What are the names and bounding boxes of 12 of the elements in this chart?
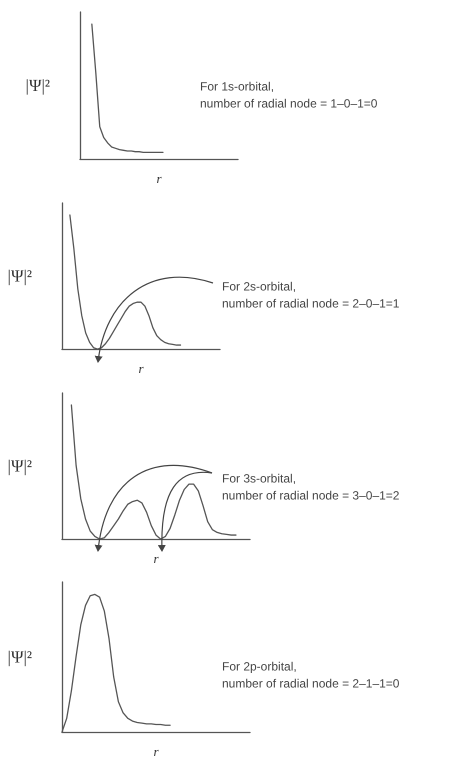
x-axis-title: r [153,551,160,566]
y-axis-title: |Ψ|² [8,456,32,476]
x-axis-title: r [153,744,160,759]
x-axis-title: r [156,171,162,186]
annotation: For 3s-orbital, number of radial node = 3–0–1=2 [222,472,400,502]
annotation: For 2p-orbital, number of radial node = 2–1–1=0 [222,660,400,690]
annotation: For 1s-orbital, number of radial node = 1–0–1=0 [200,80,378,110]
y-axis-title: |Ψ|² [8,648,32,667]
y-axis-title: |Ψ|² [8,266,32,286]
y-axis-title: |Ψ|² [26,76,50,96]
text: For 2s-orbital, number of radial node = 2–0–1=1 [222,280,400,310]
x-axis-title: r [138,361,144,376]
